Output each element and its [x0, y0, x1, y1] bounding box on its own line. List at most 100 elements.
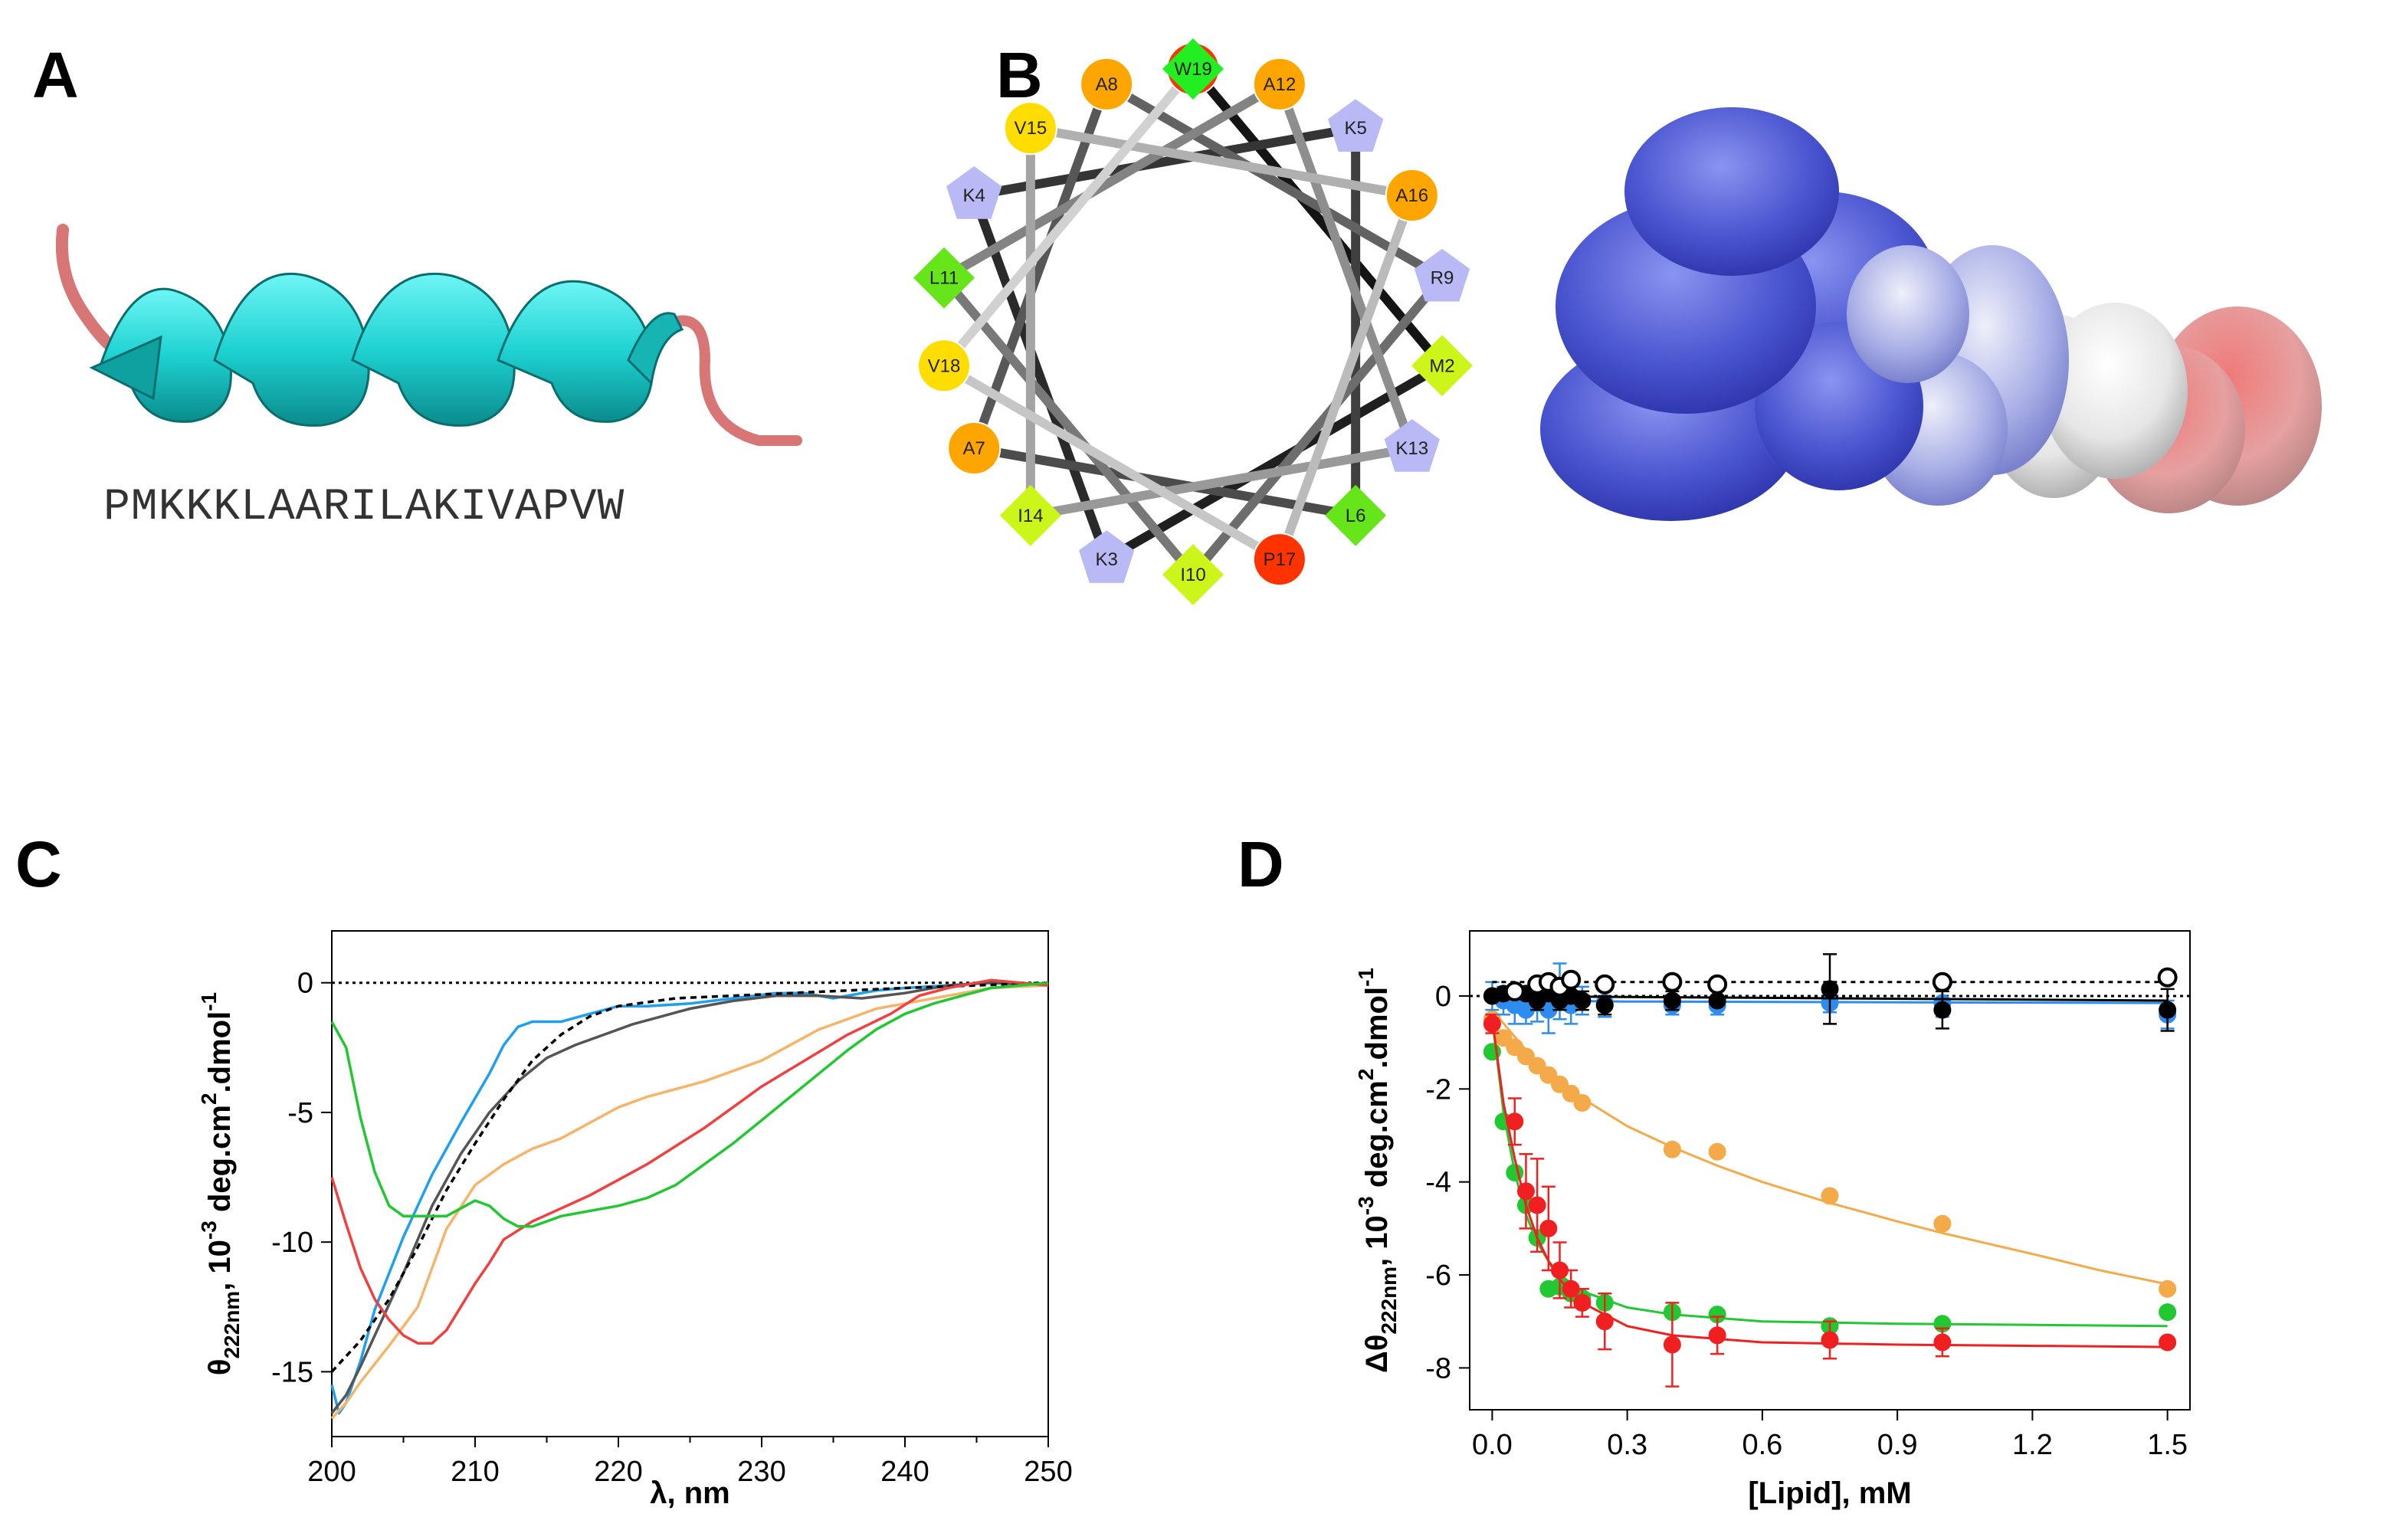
series-line-green — [330, 981, 1049, 1228]
y-axis-title-part: .dmol — [1360, 987, 1394, 1069]
y-axis-title-part: 222nm — [220, 1291, 244, 1359]
y-tick-label: 0 — [1435, 981, 1451, 1013]
panel-letter-c: C — [15, 828, 62, 900]
wheel-residue-v18: V18 — [917, 339, 972, 393]
data-point-open — [2157, 967, 2178, 988]
data-point-orange — [1821, 1187, 1839, 1205]
y-axis-title-part: .dmol — [203, 1011, 237, 1093]
x-tick-label: 240 — [880, 1456, 929, 1488]
x-axis-title: λ, nm — [650, 1476, 729, 1510]
data-point-open — [1932, 972, 1952, 992]
helix-cartoon — [55, 224, 802, 446]
wheel-residue-a8: A8 — [1080, 57, 1134, 111]
helix-tail-c — [669, 315, 802, 446]
data-point-black — [2159, 1001, 2177, 1019]
wheel-bond — [939, 64, 1198, 371]
data-point-red — [1708, 1326, 1726, 1345]
wheel-bond — [969, 123, 1361, 200]
wheel-residue-label: L11 — [929, 268, 959, 289]
x-tick-label: 0.3 — [1607, 1429, 1647, 1461]
data-point-black — [1573, 991, 1592, 1010]
fit-curve-green — [1490, 1019, 2168, 1328]
wheel-bond — [969, 191, 1112, 565]
surface-blobs — [1540, 107, 2322, 521]
data-point-black — [1595, 996, 1614, 1014]
wheel-residue-l6: L6 — [1325, 484, 1387, 546]
wheel-residue-label: K3 — [1095, 549, 1117, 570]
wheel-residue-label: P17 — [1264, 549, 1297, 570]
x-tick-label: 250 — [1024, 1456, 1072, 1488]
wheel-residue-label: R9 — [1431, 268, 1454, 289]
wheel-residue-v15: V15 — [1003, 101, 1057, 156]
wheel-residue-i14: I14 — [999, 484, 1061, 546]
helix-ribbon — [89, 272, 684, 427]
wheel-bond — [969, 444, 1361, 520]
series-line-black — [330, 981, 1049, 1414]
y-axis-title-part: , 10 — [1360, 1215, 1394, 1266]
x-tick-label: 0.9 — [1877, 1429, 1918, 1461]
data-point-red — [1516, 1182, 1535, 1201]
wheel-bond — [1025, 123, 1417, 200]
x-tick-label: 210 — [451, 1456, 499, 1488]
wheel-residue-label: A16 — [1395, 185, 1428, 206]
y-tick-label: -2 — [1425, 1073, 1451, 1106]
wheel-residue-label: V15 — [1015, 118, 1047, 139]
y-axis-title-part: -1 — [1354, 968, 1378, 987]
wheel-residue-label: L6 — [1346, 506, 1366, 526]
data-point-orange — [1663, 1140, 1681, 1158]
wheel-residue-m2: M2 — [1411, 335, 1473, 397]
y-tick-label: 0 — [297, 968, 313, 1000]
wheel-residue-a16: A16 — [1385, 169, 1439, 222]
y-axis-title-part: -1 — [197, 992, 221, 1011]
wheel-residue-k3: K3 — [1078, 530, 1135, 583]
panel-letter-d: D — [1238, 828, 1284, 900]
x-tick-label: 230 — [737, 1456, 785, 1488]
data-point-green — [2159, 1303, 2177, 1322]
y-axis-title-part: θ — [203, 1359, 237, 1376]
wheel-bond — [1188, 64, 1447, 371]
wheel-residue-p17: P17 — [1252, 532, 1306, 587]
wheel-residue-label: A7 — [963, 438, 985, 459]
sequence-text: PMKKKLAARILAKIVAPVW — [103, 483, 625, 532]
wheel-residue-label: K5 — [1344, 118, 1366, 139]
wheel-residue-label: I14 — [1018, 506, 1043, 526]
data-point-orange — [1573, 1094, 1592, 1112]
wheel-residue-label: A8 — [1095, 74, 1117, 95]
data-point-open — [1504, 981, 1525, 1001]
data-point-red — [2159, 1333, 2177, 1352]
y-tick-label: -5 — [287, 1097, 313, 1129]
y-axis-title-part: -3 — [197, 1221, 221, 1240]
data-point-red — [1821, 1331, 1839, 1349]
wheel-bond — [1274, 79, 1417, 453]
wheel-bond — [939, 361, 1284, 565]
y-tick-label: -4 — [1425, 1167, 1451, 1199]
data-point-orange — [2159, 1280, 2177, 1298]
electrostatic-surface — [1540, 107, 2322, 521]
data-point-black — [1663, 991, 1681, 1010]
fit-curve-orange — [1491, 1009, 2168, 1286]
data-point-red — [1933, 1333, 1952, 1352]
wheel-bond — [1274, 191, 1417, 565]
fit-curve-red — [1490, 1019, 2168, 1348]
y-tick-label: -15 — [271, 1356, 313, 1388]
data-point-black — [1821, 980, 1839, 998]
series-line-dashed — [330, 981, 1049, 1373]
data-point-red — [1573, 1293, 1592, 1312]
panel-letter-a: A — [32, 39, 79, 111]
wheel-residue-k13: K13 — [1384, 419, 1440, 472]
x-tick-label: 1.2 — [2012, 1429, 2053, 1461]
y-axis-title: θ222nm, 10-3 deg.cm2.dmol-1 — [197, 992, 244, 1375]
x-tick-label: 0.6 — [1742, 1429, 1782, 1461]
helical-wheel: P1M2K3K4K5L6A7A8R9I10L11A12K13I14V15A16P… — [913, 38, 1473, 605]
data-point-red — [1539, 1219, 1558, 1237]
wheel-residue-i10: I10 — [1162, 544, 1224, 605]
wheel-residue-r9: R9 — [1414, 248, 1470, 302]
wheel-bond — [939, 79, 1284, 283]
x-tick-label: 1.5 — [2147, 1429, 2188, 1461]
x-axis-title: [Lipid], mM — [1748, 1476, 1911, 1510]
x-tick-label: 0.0 — [1472, 1429, 1513, 1461]
wheel-residue-k5: K5 — [1327, 99, 1384, 152]
wheel-residue-w19: W19 — [1162, 38, 1224, 100]
